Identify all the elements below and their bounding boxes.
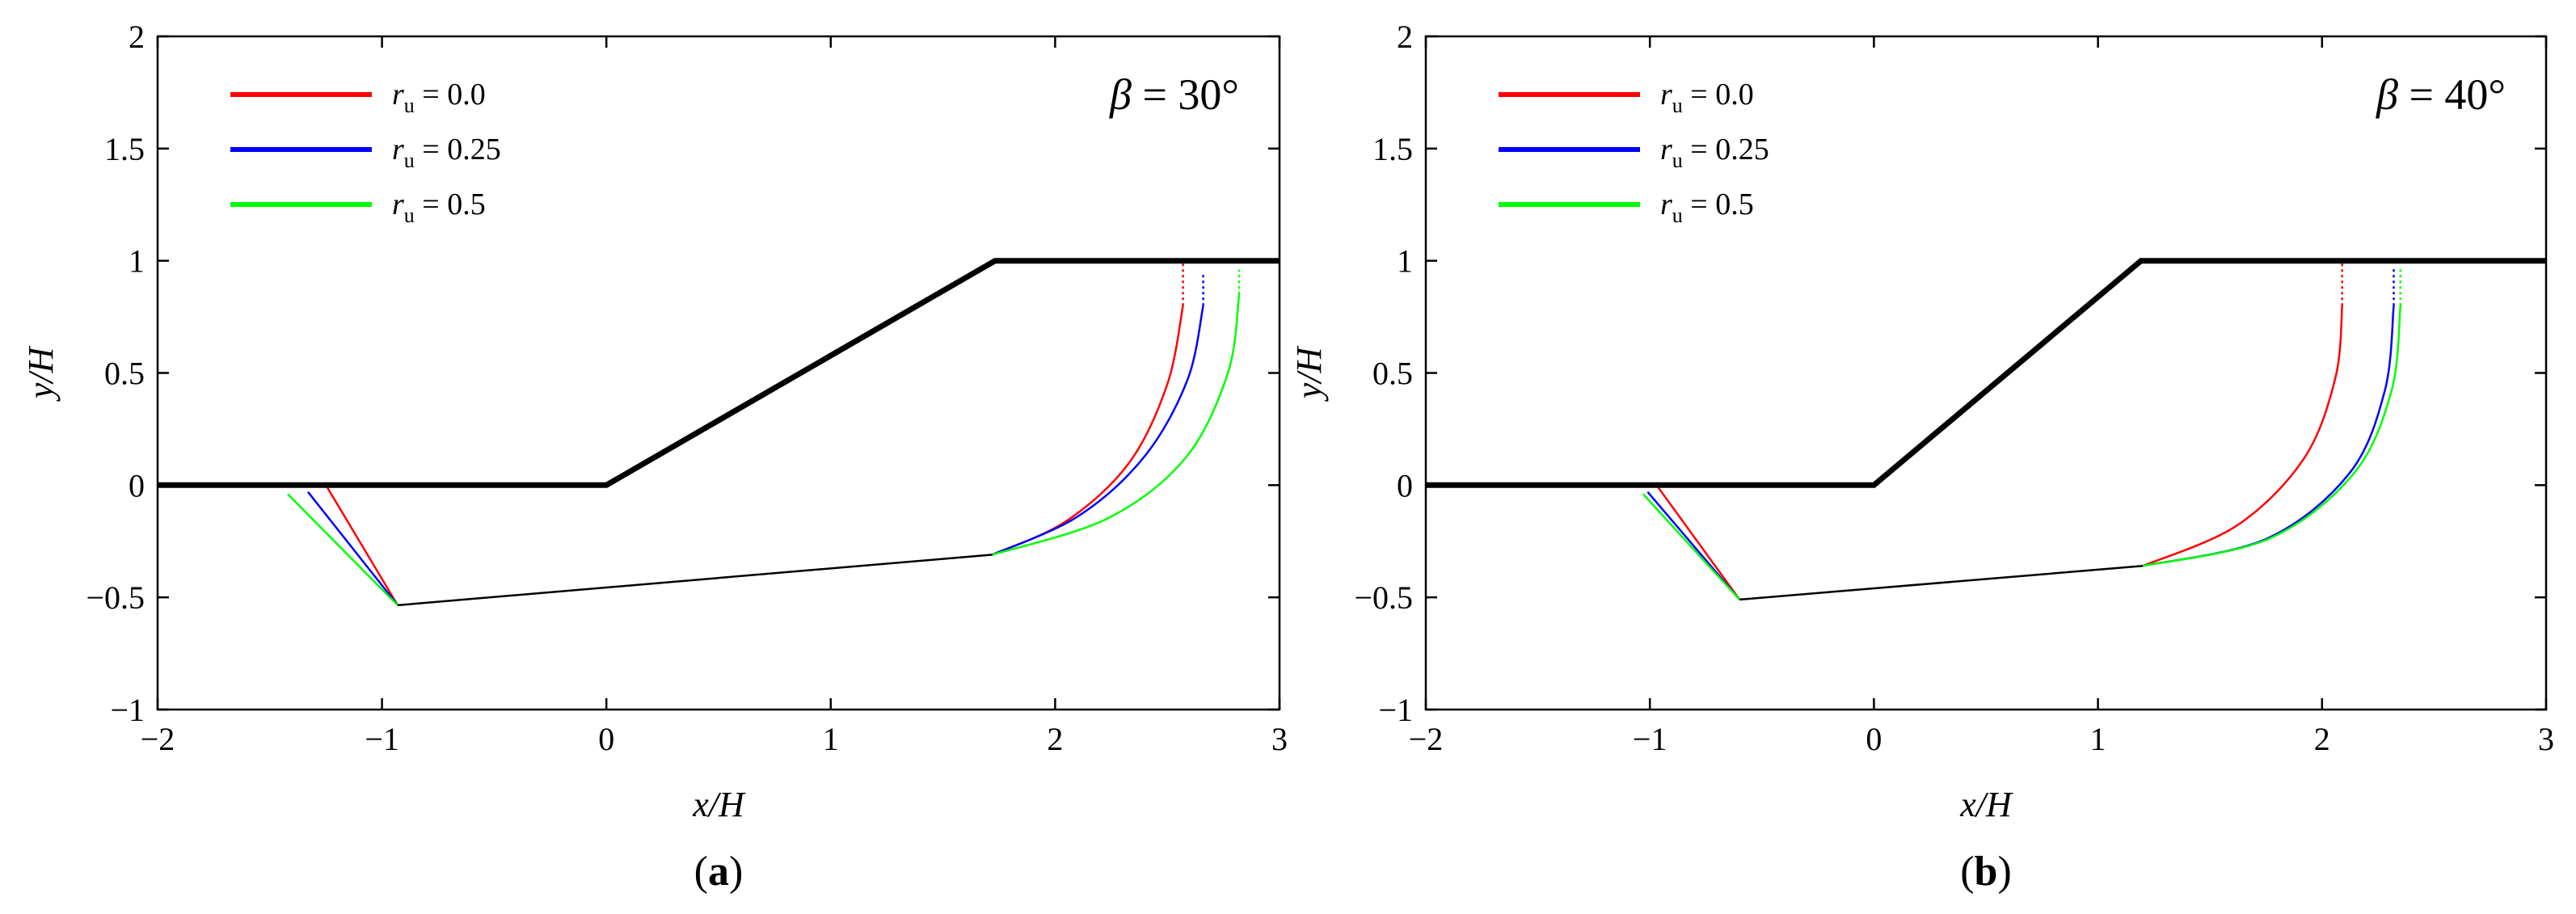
y-tick-label: −1 [110, 692, 145, 728]
legend-label: ru = 0.5 [1660, 187, 1754, 227]
x-tick-label: 3 [1271, 721, 1288, 757]
legend-value: = 0.25 [1683, 133, 1769, 166]
legend-subscript: u [404, 204, 415, 227]
y-tick-label: −0.5 [1354, 579, 1413, 616]
y-tick-label: −1 [1378, 692, 1413, 728]
base-slip-line [1739, 565, 2144, 601]
panel-label: (a) [694, 849, 744, 895]
chart-panel-a: −2 −1 0 1 2 3−1−0.500.511.52x/Hy/Hru = 0.0ru … [21, 19, 1288, 895]
chart-panel-b: −2 −1 0 1 2 3−1−0.500.511.52x/Hy/Hru = 0.0ru … [1289, 19, 2554, 895]
passive-wedge-line [307, 491, 398, 606]
legend-label: ru = 0.25 [392, 133, 501, 172]
panel-label-close: ) [1997, 849, 2011, 895]
legend-symbol: r [1660, 133, 1672, 166]
legend-label: ru = 0.0 [1660, 78, 1754, 117]
panel-label-close: ) [729, 849, 743, 895]
passive-wedge-line [325, 484, 399, 606]
x-tick-label: −1 [365, 721, 399, 757]
legend-subscript: u [404, 149, 415, 172]
panel-label-letter: b [1975, 849, 1998, 895]
panel-label-open: ( [694, 849, 708, 895]
legend-subscript: u [1672, 204, 1683, 227]
x-tick-label: 2 [1047, 721, 1063, 757]
beta-symbol: β [1109, 70, 1132, 119]
y-tick-label: 0.5 [1372, 356, 1413, 392]
panel-label-open: ( [1960, 849, 1974, 895]
x-tick-label: 3 [2538, 721, 2554, 757]
legend-value: = 0.5 [415, 187, 486, 221]
y-axis-label: y/H [1289, 346, 1329, 402]
slope-angle-annotation: β = 40° [2376, 70, 2506, 119]
legend-symbol: r [392, 133, 404, 166]
beta-value: = 40° [2398, 70, 2506, 119]
x-tick-label: 0 [1866, 721, 1882, 757]
x-tick-label: 2 [2314, 721, 2330, 757]
legend-label: ru = 0.0 [392, 78, 486, 117]
y-tick-label: 1 [129, 243, 145, 280]
log-spiral-curve [992, 305, 1204, 556]
passive-wedge-line [287, 493, 398, 606]
passive-wedge-line [1642, 493, 1741, 600]
x-tick-label: −2 [141, 721, 175, 757]
base-slip-line [397, 554, 993, 607]
y-tick-label: 0 [1397, 467, 1413, 503]
beta-symbol: β [2376, 70, 2398, 119]
panel-label-letter: a [708, 849, 729, 895]
log-spiral-curve [2142, 305, 2395, 567]
log-spiral-curve [992, 294, 1241, 556]
y-tick-label: 1.5 [104, 131, 145, 167]
plot-frame [1424, 35, 2548, 711]
log-spiral-curve [2142, 305, 2343, 567]
legend-label: ru = 0.25 [1660, 133, 1769, 172]
beta-value: = 30° [1132, 70, 1239, 119]
x-tick-label: 1 [823, 721, 839, 757]
panel-label: (b) [1960, 849, 2012, 895]
x-tick-label: 1 [2090, 721, 2106, 757]
x-axis-label: x/H [692, 785, 746, 824]
legend-value: = 0.0 [1683, 78, 1754, 112]
passive-wedge-line [1655, 484, 1741, 600]
legend-value: = 0.5 [1683, 187, 1754, 221]
legend-subscript: u [1672, 94, 1683, 117]
y-tick-label: 1 [1397, 243, 1413, 280]
legend-value: = 0.0 [415, 78, 486, 112]
plot-frame [156, 35, 1281, 711]
log-spiral-curve [992, 305, 1184, 556]
y-tick-label: 2 [1397, 19, 1413, 55]
legend-subscript: u [1672, 149, 1683, 172]
x-axis-label: x/H [1959, 785, 2013, 824]
legend-value: = 0.25 [415, 133, 501, 166]
y-tick-label: 1.5 [1372, 131, 1413, 167]
slope-profile [1426, 258, 2546, 488]
legend-symbol: r [392, 78, 404, 112]
legend-label: ru = 0.5 [392, 187, 486, 227]
legend-symbol: r [392, 187, 404, 221]
legend-symbol: r [1660, 187, 1672, 221]
x-tick-label: 0 [598, 721, 614, 757]
log-spiral-curve [2142, 305, 2402, 567]
slope-angle-annotation: β = 30° [1109, 70, 1239, 119]
x-tick-label: −1 [1633, 721, 1667, 757]
y-tick-label: 0 [129, 467, 145, 503]
y-tick-label: −0.5 [86, 579, 145, 616]
legend-subscript: u [404, 94, 415, 117]
y-tick-label: 0.5 [104, 356, 145, 392]
legend-symbol: r [1660, 78, 1672, 112]
slope-profile [158, 258, 1280, 488]
y-axis-label: y/H [21, 346, 61, 402]
y-tick-label: 2 [129, 19, 145, 55]
x-tick-label: −2 [1409, 721, 1444, 757]
